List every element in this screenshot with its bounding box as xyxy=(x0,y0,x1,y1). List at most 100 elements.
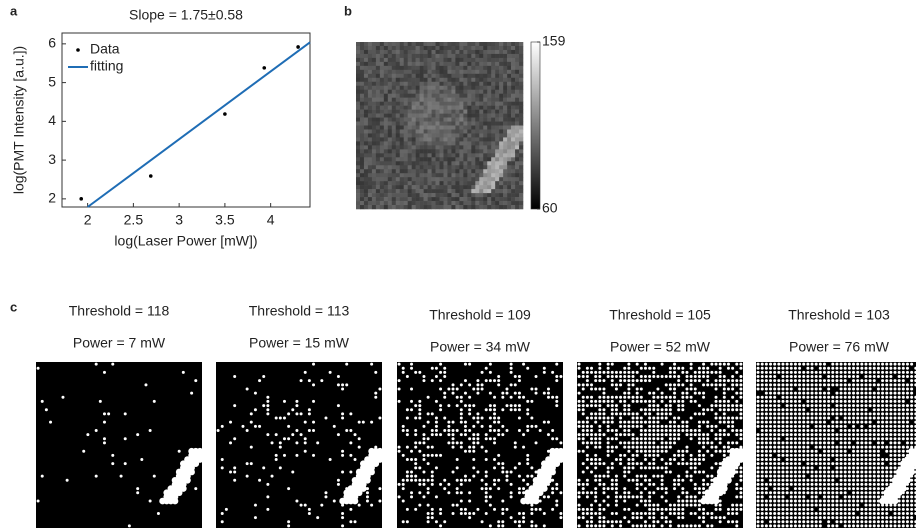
dot xyxy=(656,396,659,399)
pixel xyxy=(428,205,432,209)
dot xyxy=(757,367,760,370)
dot xyxy=(811,508,814,511)
dot xyxy=(786,367,789,370)
pixel xyxy=(515,90,519,94)
pixel xyxy=(443,193,447,197)
x-axis-label: log(Laser Power [mW]) xyxy=(114,233,257,249)
dot xyxy=(889,454,892,457)
dot xyxy=(757,383,760,386)
dot xyxy=(493,437,496,440)
pixel xyxy=(467,129,471,133)
dot xyxy=(894,408,897,411)
dot xyxy=(786,387,789,390)
dot xyxy=(402,479,405,482)
pixel xyxy=(447,137,451,141)
dot xyxy=(627,371,630,374)
dot xyxy=(636,371,639,374)
pixel xyxy=(408,94,412,98)
dot xyxy=(283,454,286,457)
dot xyxy=(530,475,533,478)
pixel xyxy=(420,129,424,133)
pixel xyxy=(455,185,459,189)
dot xyxy=(435,433,438,436)
pixel xyxy=(440,54,444,58)
dot xyxy=(860,425,863,428)
dot xyxy=(731,404,734,407)
pixel xyxy=(519,90,523,94)
dot xyxy=(652,421,655,424)
dot xyxy=(266,483,269,486)
dot xyxy=(840,458,843,461)
dot xyxy=(889,446,892,449)
dot xyxy=(848,412,851,415)
dot xyxy=(873,412,876,415)
dot xyxy=(715,396,718,399)
dot xyxy=(790,491,793,494)
dot xyxy=(111,363,114,366)
pixel xyxy=(428,201,432,205)
pixel xyxy=(471,201,475,205)
dot xyxy=(777,408,780,411)
pixel xyxy=(443,46,447,50)
pixel xyxy=(360,205,364,209)
pixel xyxy=(368,74,372,78)
pixel xyxy=(400,106,404,110)
dot xyxy=(275,458,278,461)
pixel xyxy=(451,74,455,78)
pixel xyxy=(487,42,491,46)
dot xyxy=(526,367,529,370)
dot xyxy=(431,379,434,382)
dot xyxy=(806,433,809,436)
dot xyxy=(835,508,838,511)
pixel xyxy=(519,54,523,58)
dot xyxy=(811,387,814,390)
dot xyxy=(831,487,834,490)
dot xyxy=(802,433,805,436)
pixel xyxy=(416,114,420,118)
dot xyxy=(823,417,826,420)
pixel xyxy=(515,197,519,201)
dot xyxy=(665,446,668,449)
pixel xyxy=(412,165,416,169)
dot xyxy=(656,475,659,478)
dot xyxy=(460,512,463,515)
pixel xyxy=(447,169,451,173)
pixel xyxy=(440,90,444,94)
dot xyxy=(418,404,421,407)
pixel xyxy=(372,149,376,153)
pixel xyxy=(491,185,495,189)
dot xyxy=(607,396,610,399)
pixel xyxy=(447,110,451,114)
dot xyxy=(648,462,651,465)
pixel xyxy=(372,133,376,137)
dot xyxy=(790,495,793,498)
pixel xyxy=(447,129,451,133)
dot xyxy=(739,508,742,511)
pixel xyxy=(507,90,511,94)
dot xyxy=(329,371,332,374)
dot xyxy=(827,475,830,478)
pixel xyxy=(519,201,523,205)
pixel xyxy=(499,42,503,46)
pixel xyxy=(491,78,495,82)
pixel xyxy=(384,173,388,177)
pixel xyxy=(447,114,451,118)
dot xyxy=(702,446,705,449)
dot xyxy=(627,421,630,424)
dot xyxy=(877,387,880,390)
pixel xyxy=(356,78,360,82)
dot xyxy=(798,446,801,449)
dot xyxy=(665,408,668,411)
pixel xyxy=(443,82,447,86)
dot xyxy=(598,387,601,390)
dot xyxy=(811,429,814,432)
dot xyxy=(233,375,236,378)
pixel xyxy=(416,62,420,66)
pixel xyxy=(483,181,487,185)
dot xyxy=(715,462,718,465)
dot xyxy=(481,425,484,428)
dot xyxy=(819,400,822,403)
pixel xyxy=(424,106,428,110)
dot xyxy=(518,375,521,378)
pixel xyxy=(408,133,412,137)
